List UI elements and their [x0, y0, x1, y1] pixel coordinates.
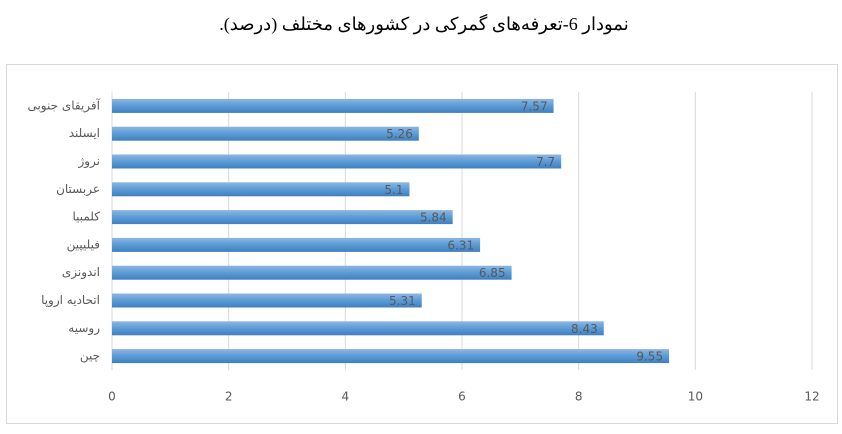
value-label: 6.85 [479, 266, 506, 280]
bar [112, 182, 410, 197]
value-label: 7.7 [536, 155, 555, 169]
x-tick-label: 4 [342, 390, 350, 404]
y-tick-label: عربستان [56, 182, 100, 197]
chart-frame [6, 64, 838, 424]
x-tick-label: 6 [458, 390, 466, 404]
y-tick-label: اتحادیه اروپا [41, 293, 100, 308]
value-label: 6.31 [447, 238, 474, 252]
bar [112, 210, 453, 225]
value-label: 5.26 [386, 127, 413, 141]
bar [112, 237, 481, 252]
value-label: 5.84 [420, 211, 447, 225]
bar [112, 265, 512, 280]
value-label: 7.57 [521, 99, 548, 113]
y-tick-label: آفریقای جنوبی [27, 97, 100, 113]
value-label: 5.1 [384, 183, 403, 197]
chart-title: نمودار 6-تعرفه‌های گمرکی در کشورهای مختل… [219, 13, 628, 35]
x-tick-label: 2 [225, 390, 233, 404]
value-label: 9.55 [636, 350, 663, 364]
x-tick-label: 8 [575, 390, 583, 404]
x-tick-label: 10 [688, 390, 703, 404]
y-tick-label: فیلیپین [67, 237, 100, 252]
y-tick-label: چین [80, 349, 100, 364]
y-tick-label: نروژ [77, 154, 100, 169]
bar [112, 349, 670, 364]
bar [112, 293, 422, 308]
y-tick-label: کلمبیا [72, 210, 100, 224]
value-label: 8.43 [571, 322, 598, 336]
x-tick-label: 0 [108, 390, 116, 404]
y-tick-label: اندونزی [62, 265, 100, 280]
y-tick-label: روسیه [68, 321, 100, 336]
bar [112, 154, 562, 169]
y-tick-label: ایسلند [69, 126, 100, 140]
bar [112, 321, 604, 336]
x-tick-label: 12 [804, 390, 819, 404]
bar [112, 98, 554, 113]
value-label: 5.31 [389, 294, 416, 308]
bar [112, 126, 419, 141]
